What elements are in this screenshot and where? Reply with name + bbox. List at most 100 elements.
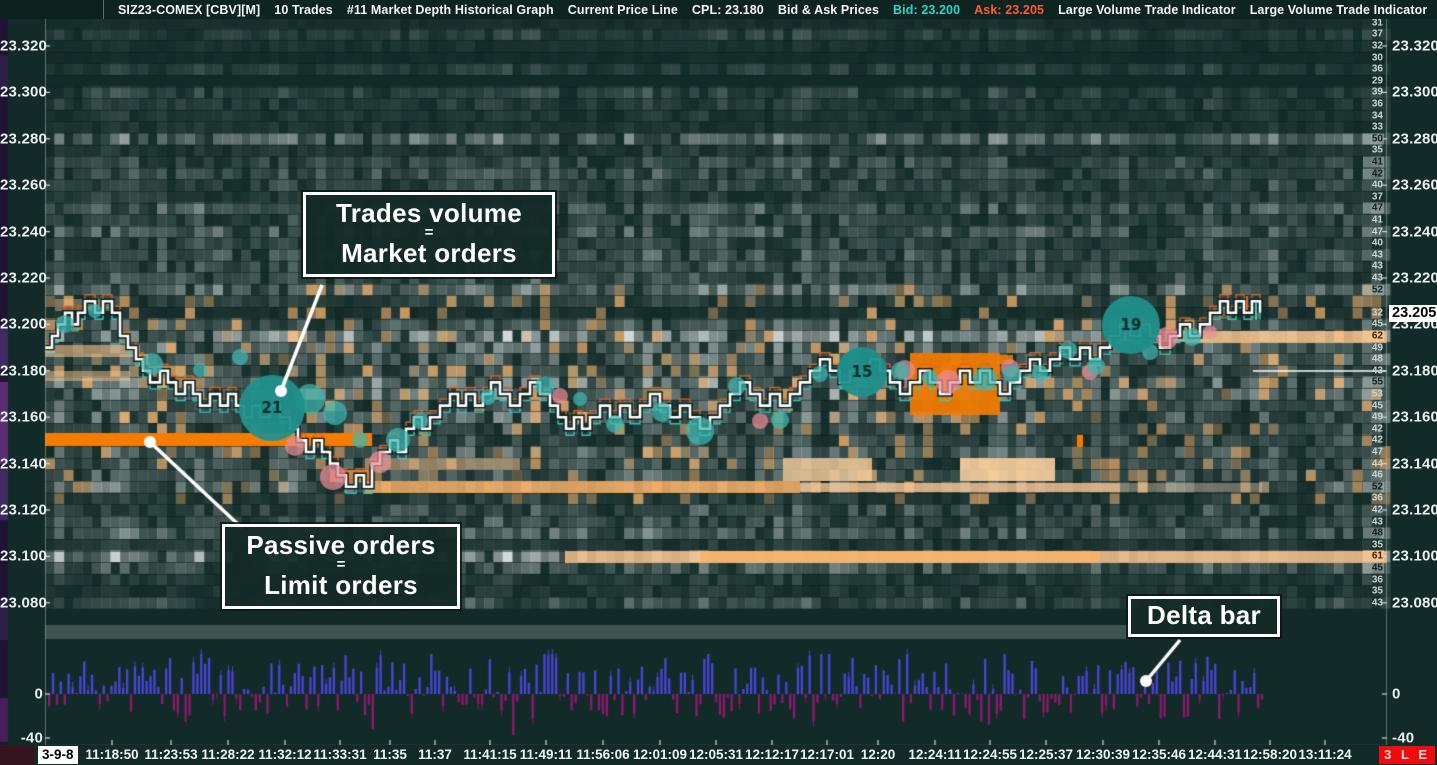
time-axis-label: 12:05:31 (688, 747, 744, 762)
annotation-delta-bar[interactable]: Delta bar (1128, 596, 1280, 637)
toolbar-item-2[interactable]: #11 Market Depth Historical Graph (346, 2, 554, 17)
depth-ladder-value: 34 (1371, 110, 1383, 122)
time-axis-label: 12:24:55 (962, 747, 1018, 762)
toolbar-item-5[interactable]: Bid & Ask Prices (777, 2, 880, 17)
annotation-trades-volume[interactable]: Trades volume = Market orders (303, 192, 555, 277)
time-axis-label: 12:01:09 (632, 747, 688, 762)
depth-ladder-value: 53 (1371, 388, 1383, 400)
alert-badge[interactable]: 3 L E (1379, 746, 1435, 764)
time-axis-label: 12:20 (860, 747, 896, 762)
annotation-line: Trades volume (336, 198, 522, 228)
toolbar-item-1[interactable]: 10 Trades (274, 2, 333, 17)
depth-ladder-value: 42 (1363, 168, 1384, 180)
depth-ladder-value: 43 (1371, 260, 1383, 272)
depth-ladder-value: 46 (1371, 469, 1383, 481)
time-axis-label: 12:17:01 (799, 747, 855, 762)
depth-ladder-value: 50 (1363, 133, 1384, 145)
depth-ladder-value: 35 (1371, 539, 1383, 551)
time-axis-label: 12:35:46 (1131, 747, 1187, 762)
depth-ladder-value: 43 (1371, 272, 1383, 284)
depth-ladder-value: 47 (1363, 202, 1384, 214)
toolbar-item-8[interactable]: Large Volume Trade Indicator (1058, 2, 1236, 17)
depth-ladder-value: 49 (1371, 411, 1383, 423)
time-axis-label: 11:33:31 (313, 747, 367, 762)
depth-ladder-value: 33 (1371, 121, 1383, 133)
annotation-line: Passive orders (246, 530, 436, 560)
time-axis-label: 11:35 (373, 747, 407, 762)
depth-ladder-value: 40 (1371, 237, 1383, 249)
depth-ladder-value: 36 (1371, 492, 1383, 504)
depth-ladder-value: 43 (1371, 597, 1383, 609)
time-axis-label: 11:56:06 (576, 747, 630, 762)
time-axis-corner-block (0, 746, 34, 765)
time-axis-label: 11:32:12 (258, 747, 312, 762)
time-axis-label: 11:23:53 (144, 747, 198, 762)
depth-ladder-value: 35 (1371, 144, 1383, 156)
time-axis-label: 12:24:11 (908, 747, 962, 762)
indicator-toolbar: SIZ23-COMEX [CBV][M] 10 Trades #11 Market … (0, 0, 1437, 19)
depth-ladder-value: 37 (1371, 28, 1383, 40)
depth-ladder-value: 32 (1371, 307, 1383, 319)
annotation-line: Limit orders (264, 570, 418, 600)
current-price-badge: 23.205 (1389, 305, 1437, 322)
depth-ladder-value: 47 (1371, 446, 1383, 458)
depth-ladder-value: 62 (1363, 330, 1384, 342)
depth-ladder-value: 31 (1371, 17, 1383, 29)
time-axis-label: 12:58:20 (1242, 747, 1298, 762)
time-axis-label: 11:41:15 (463, 747, 517, 762)
time-axis-label: 13:11:24 (1298, 747, 1352, 762)
time-axis-label: 11:28:22 (201, 747, 255, 762)
depth-ladder-value: 55 (1363, 376, 1384, 388)
annotation-line: Delta bar (1147, 600, 1261, 630)
time-axis-label: 12:12:17 (744, 747, 800, 762)
depth-ladder-value: 29 (1371, 75, 1383, 87)
depth-ladder-value: 41 (1363, 156, 1384, 168)
time-axis-label: 12:44:31 (1187, 747, 1243, 762)
depth-ladder-value: 32 (1371, 40, 1383, 52)
depth-ladder-value: 49 (1371, 342, 1383, 354)
depth-ladder-value: 41 (1371, 214, 1383, 226)
toolbar-item-6[interactable]: Bid: 23.200 (893, 2, 961, 17)
depth-ladder-value: 45 (1371, 318, 1383, 330)
depth-ladder-value: 36 (1371, 63, 1383, 75)
date-label: 3-9-8 (38, 746, 78, 764)
depth-ladder-value: 30 (1371, 52, 1383, 64)
depth-ladder-value: 45 (1363, 562, 1384, 574)
depth-ladder-value: 42 (1371, 423, 1383, 435)
toolbar-corner (0, 0, 104, 19)
depth-ladder-value: 48 (1371, 353, 1383, 365)
annotation-line: Market orders (341, 238, 517, 268)
toolbar-item-7[interactable]: Ask: 23.205 (974, 2, 1045, 17)
toolbar-item-0[interactable]: SIZ23-COMEX [CBV][M] (118, 2, 261, 17)
annotation-passive-orders[interactable]: Passive orders = Limit orders (222, 524, 460, 609)
depth-ladder-value: 43 (1371, 249, 1383, 261)
annotation-equals: = (424, 224, 434, 241)
toolbar-item-9[interactable]: Large Volume Trade Indicator (1249, 2, 1428, 17)
depth-ladder-value: 37 (1371, 191, 1383, 203)
depth-ladder-value: 36 (1371, 98, 1383, 110)
time-axis-label: 11:18:50 (85, 747, 139, 762)
time-axis-label: 12:30:39 (1075, 747, 1131, 762)
depth-ladder-value: 42 (1371, 434, 1383, 446)
time-axis-label: 11:49:11 (519, 747, 573, 762)
depth-ladder-value: 52 (1363, 284, 1384, 296)
toolbar-item-3[interactable]: Current Price Line (567, 2, 678, 17)
depth-ladder-value: 42 (1371, 504, 1383, 516)
depth-ladder-value: 43 (1371, 516, 1383, 528)
toolbar-item-4[interactable]: CPL: 23.180 (691, 2, 764, 17)
depth-ladder-value: 43 (1371, 365, 1383, 377)
annotation-equals: = (336, 556, 346, 573)
time-axis-label: 12:25:37 (1018, 747, 1074, 762)
time-axis: 3-9-8 3 L E 11:18:50 11:23:53 11:28:22 11:3… (0, 745, 1437, 765)
depth-ladder-value: 44 (1371, 458, 1383, 470)
depth-ladder-value: 40 (1371, 179, 1383, 191)
depth-ladder-value: 61 (1363, 550, 1384, 562)
depth-ladder-value: 52 (1363, 481, 1384, 493)
depth-ladder-value: 39 (1371, 86, 1383, 98)
time-axis-label: 11:37 (418, 747, 452, 762)
depth-ladder-value: 36 (1371, 574, 1383, 586)
depth-ladder-value: 35 (1371, 585, 1383, 597)
depth-ladder-value: 47 (1371, 226, 1383, 238)
